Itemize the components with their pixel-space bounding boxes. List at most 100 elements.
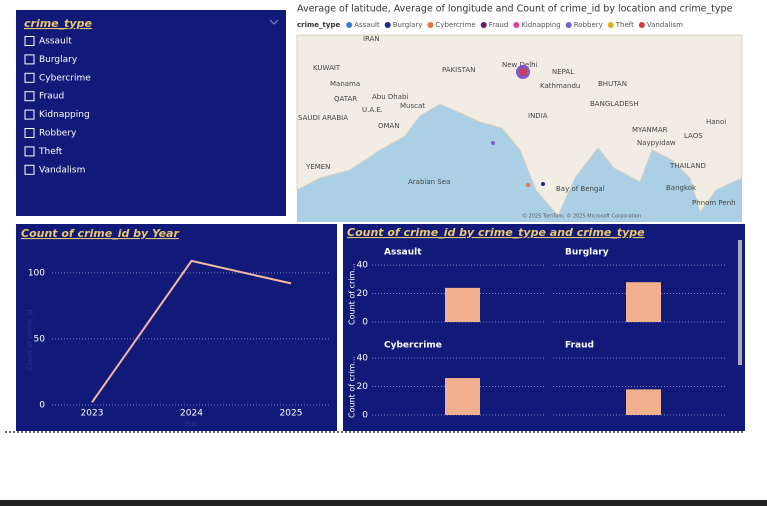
checkbox[interactable] bbox=[24, 36, 35, 46]
slicer-item[interactable]: Kidnapping bbox=[39, 110, 90, 120]
map-label: IRAN bbox=[363, 35, 380, 43]
legend-label[interactable]: Theft bbox=[615, 21, 634, 29]
legend-label[interactable]: Robbery bbox=[574, 21, 603, 29]
line-panel bbox=[16, 224, 337, 431]
slicer-item[interactable]: Assault bbox=[39, 37, 72, 47]
legend-dot bbox=[480, 22, 487, 28]
chart-title: Count of crime_id by Year bbox=[21, 227, 179, 240]
map-label: MYANMAR bbox=[632, 126, 668, 134]
map-label: BANGLADESH bbox=[590, 100, 639, 108]
map-label: LAOS bbox=[684, 132, 703, 140]
map-label: New Delhi bbox=[502, 61, 538, 69]
legend-dot bbox=[607, 22, 614, 28]
panel-title: Assault bbox=[384, 248, 422, 258]
map-label: QATAR bbox=[334, 95, 357, 103]
legend-label[interactable]: Assault bbox=[354, 21, 380, 29]
map-bubble[interactable] bbox=[526, 183, 530, 187]
map-label: BHUTAN bbox=[598, 80, 627, 88]
map-label: YEMEN bbox=[305, 163, 330, 171]
legend-label[interactable]: Fraud bbox=[489, 21, 509, 29]
bar[interactable] bbox=[445, 287, 480, 322]
map-label: Bay of Bengal bbox=[556, 185, 605, 193]
checkbox[interactable] bbox=[24, 72, 35, 83]
taskbar bbox=[0, 500, 767, 506]
slicer-item[interactable]: Cybercrime bbox=[39, 73, 91, 83]
x-axis-title: Year bbox=[183, 420, 199, 428]
map-bubble[interactable] bbox=[491, 141, 495, 145]
y-tick-label: 0 bbox=[362, 318, 368, 328]
y-tick-label: 20 bbox=[357, 289, 369, 299]
legend-label[interactable]: Vandalism bbox=[647, 21, 683, 29]
chevron[interactable] bbox=[269, 19, 279, 25]
slicer-title: crime_type bbox=[24, 17, 92, 30]
map-land bbox=[296, 34, 743, 217]
x-tick-label: 2025 bbox=[280, 409, 303, 419]
y-tick-label: 20 bbox=[357, 382, 369, 392]
bar[interactable] bbox=[445, 378, 480, 415]
y-tick-label: 0 bbox=[39, 401, 45, 411]
map-label: INDIA bbox=[528, 112, 548, 120]
y-tick-label: 40 bbox=[357, 261, 369, 271]
map-label: Phnom Penh bbox=[692, 199, 736, 207]
y-axis-title: Count of crim... bbox=[348, 263, 357, 325]
chart-title: Count of crime_id by crime_type and crim… bbox=[347, 226, 645, 239]
y-tick-label: 0 bbox=[362, 411, 368, 421]
map-label: Kathmandu bbox=[540, 82, 580, 90]
panel-title: Cybercrime bbox=[384, 341, 442, 351]
y-tick-label: 40 bbox=[357, 354, 369, 364]
map-bubble[interactable] bbox=[519, 68, 527, 76]
legend-dot bbox=[638, 22, 645, 28]
panel-title: Burglary bbox=[565, 248, 609, 258]
legend-dot bbox=[513, 22, 520, 28]
map-label: Naypyidaw bbox=[637, 139, 676, 147]
checkbox[interactable] bbox=[24, 146, 35, 157]
slicer-item[interactable]: Vandalism bbox=[39, 165, 85, 175]
checkbox[interactable] bbox=[24, 91, 35, 102]
scrollbar[interactable] bbox=[738, 240, 742, 365]
map-label: Arabian Sea bbox=[408, 178, 450, 186]
y-tick-label: 100 bbox=[28, 268, 45, 278]
legend-title: crime_type bbox=[297, 21, 340, 29]
legend-label[interactable]: Burglary bbox=[393, 21, 423, 29]
y-axis-title: Count of crime_id bbox=[26, 309, 34, 371]
legend-label[interactable]: Kidnapping bbox=[521, 21, 560, 29]
legend-dot bbox=[384, 22, 391, 28]
checkbox[interactable] bbox=[24, 109, 35, 120]
line bbox=[91, 259, 292, 403]
map-label: Manama bbox=[330, 80, 360, 88]
map-label: Muscat bbox=[400, 102, 425, 110]
bar[interactable] bbox=[626, 282, 661, 322]
legend-dot bbox=[565, 22, 572, 28]
checkbox[interactable] bbox=[24, 164, 35, 175]
x-tick-label: 2023 bbox=[81, 409, 104, 419]
y-axis-title: Count of crim... bbox=[348, 356, 357, 418]
legend-dot bbox=[427, 22, 434, 28]
map-label: Hanoi bbox=[706, 118, 726, 126]
slicer-item[interactable]: Fraud bbox=[39, 92, 64, 102]
legend-label[interactable]: Cybercrime bbox=[435, 21, 475, 29]
panel-title: Fraud bbox=[565, 341, 594, 351]
map-attribution: © 2025 TomTom, © 2025 Microsoft Corporat… bbox=[522, 213, 641, 220]
legend-dot bbox=[346, 22, 353, 28]
x-tick-label: 2024 bbox=[180, 409, 203, 419]
map-label: SAUDI ARABIA bbox=[298, 114, 348, 122]
map-label: Bangkok bbox=[666, 184, 697, 192]
map-label: OMAN bbox=[378, 122, 400, 130]
map-label: KUWAIT bbox=[313, 64, 341, 72]
checkbox[interactable] bbox=[24, 54, 35, 65]
map-label: U.A.E. bbox=[362, 106, 383, 114]
map-bubble[interactable] bbox=[541, 182, 545, 186]
slicer-item[interactable]: Robbery bbox=[39, 129, 77, 139]
checkbox[interactable] bbox=[24, 128, 35, 138]
slicer-item[interactable]: Theft bbox=[38, 147, 63, 157]
map-label: Abu Dhabi bbox=[372, 93, 408, 101]
bar[interactable] bbox=[626, 389, 661, 415]
y-tick-label: 50 bbox=[34, 334, 46, 344]
slicer-item[interactable]: Burglary bbox=[39, 55, 78, 65]
map-title: Average of latitude, Average of longitud… bbox=[297, 4, 733, 15]
bar-panel bbox=[343, 224, 745, 431]
slicer-panel bbox=[16, 10, 286, 216]
map-label: NEPAL bbox=[552, 68, 574, 76]
map-label: PAKISTAN bbox=[442, 66, 475, 74]
